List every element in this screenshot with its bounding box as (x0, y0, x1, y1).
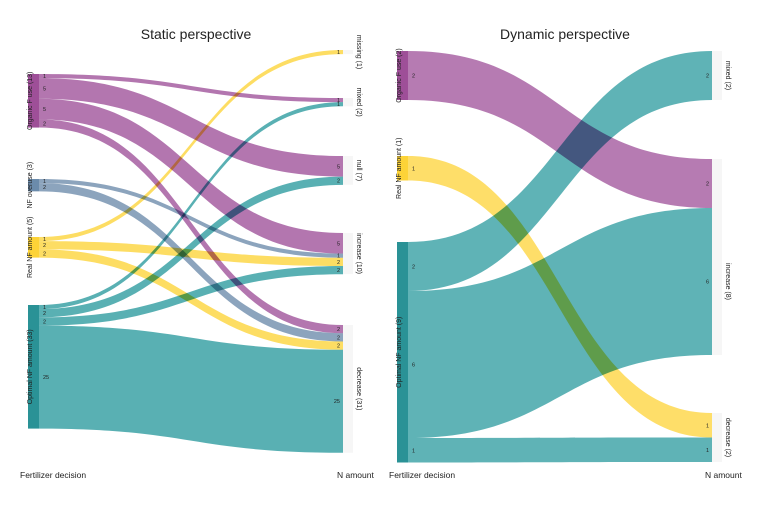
static-nodes: Organic F use (13) NF overuse (3) Real NF … (27, 35, 362, 453)
static-flow-real-to-increase (39, 241, 343, 266)
static-perspective-panel: Static perspective 115555221122112222112… (20, 26, 374, 480)
dynamic-target-node-mixed (712, 51, 722, 100)
static-target-label-missing: missing (1) (355, 35, 362, 69)
static-flow-real-to-missing (39, 50, 343, 242)
static-flow-value-source-4: 1 (43, 179, 46, 185)
dynamic-source-label-organic: Organic F use (2) (396, 48, 403, 102)
dynamic-flow-optimal-to-increase (408, 208, 712, 438)
dynamic-perspective-panel: Dynamic perspective 2 2 1 1 2 2 6 6 1 1 Organic F… (389, 26, 742, 480)
static-flow-value-target-3: 2 (337, 327, 340, 333)
static-flow-nf_overuse-to-increase (39, 179, 343, 258)
static-flow-organic-to-increase (39, 98, 343, 254)
dynamic-flow-value-source-0: 2 (412, 74, 415, 80)
dynamic-left-axis-label: Fertilizer decision (389, 470, 455, 480)
static-flow-value-source-10: 2 (43, 311, 46, 317)
static-flow-optimal-to-null (39, 176, 343, 318)
static-flow-value-target-10: 2 (337, 179, 340, 185)
static-flow-value-source-9: 1 (43, 305, 46, 311)
dynamic-flow-value-source-4: 1 (412, 448, 415, 454)
dynamic-nodes: Organic F use (2) Real NF amount (1) Optim… (396, 48, 731, 463)
static-left-axis-label: Fertilizer decision (20, 470, 86, 480)
dynamic-target-node-decrease (712, 413, 722, 462)
dynamic-source-label-optimal: Optimal NF amount (9) (396, 317, 403, 388)
static-target-label-increase: increase (10) (355, 233, 362, 274)
static-target-node-null (343, 156, 353, 185)
static-source-label-real: Real NF amount (5) (27, 217, 34, 278)
dynamic-flow-value-source-1: 1 (412, 166, 415, 172)
static-flow-value-target-6: 1 (337, 50, 340, 56)
static-flow-value-source-5: 2 (43, 185, 46, 191)
static-source-label-nf_overuse: NF overuse (3) (27, 162, 34, 209)
static-flow-nf_overuse-to-decrease (39, 183, 343, 342)
static-flow-value-target-8: 2 (337, 344, 340, 350)
static-flow-value-target-4: 1 (337, 254, 340, 260)
static-flow-optimal-to-decrease (39, 325, 343, 453)
static-flow-value-source-2: 5 (43, 107, 46, 113)
static-panel-title: Static perspective (141, 26, 252, 42)
dynamic-target-label-mixed: mixed (2) (724, 61, 731, 90)
static-flow-value-target-11: 2 (337, 268, 340, 274)
static-source-node-real (28, 237, 39, 258)
static-flow-value-source-12: 25 (43, 375, 49, 381)
static-source-node-nf_overuse (28, 179, 39, 192)
dynamic-panel-title: Dynamic perspective (500, 26, 630, 42)
dynamic-target-node-increase (712, 208, 722, 355)
static-source-node-organic (28, 74, 39, 128)
static-flow-value-source-0: 1 (43, 74, 46, 80)
static-flow-value-target-7: 2 (337, 260, 340, 266)
static-flow-value-target-0: 1 (337, 98, 340, 104)
dynamic-target-node-null (712, 159, 722, 208)
dynamic-flow-value-source-3: 6 (412, 363, 415, 369)
static-flow-organic-to-null (39, 78, 343, 177)
dynamic-source-node-optimal (397, 242, 408, 463)
static-target-label-null: null (7) (355, 160, 362, 181)
dynamic-target-label-increase: increase (8) (724, 263, 731, 300)
static-source-label-optimal: Optimal NF amount (33) (27, 329, 34, 404)
static-flow-value-target-1: 5 (337, 164, 340, 170)
static-target-label-decrease: decrease (31) (355, 367, 362, 410)
dynamic-flow-value-target-4: 1 (706, 448, 709, 454)
dynamic-flow-optimal-to-mixed (408, 51, 712, 291)
static-right-axis-label: N amount (337, 470, 374, 480)
static-source-label-organic: Organic F use (13) (27, 72, 34, 130)
static-target-node-increase (343, 233, 353, 275)
static-flow-value-source-8: 2 (43, 251, 46, 257)
static-flow-value-source-1: 5 (43, 86, 46, 92)
dynamic-right-axis-label: N amount (705, 470, 742, 480)
dynamic-flow-value-target-2: 2 (706, 74, 709, 80)
static-target-node-missing (343, 50, 353, 55)
dynamic-target-label-decrease: decrease (2) (724, 418, 731, 457)
dynamic-flow-value-source-2: 2 (412, 265, 415, 271)
dynamic-flow-optimal-to-decrease (408, 437, 712, 463)
static-source-node-optimal (28, 305, 39, 429)
static-flow-organic-to-mixed (39, 74, 343, 103)
static-flow-organic-to-decrease (39, 119, 343, 334)
static-target-node-decrease (343, 325, 353, 453)
static-flow-value-target-2: 5 (337, 241, 340, 247)
static-flow-optimal-to-mixed (39, 102, 343, 310)
static-flow-value-target-5: 2 (337, 335, 340, 341)
static-target-node-mixed (343, 98, 353, 107)
dynamic-flow-value-target-0: 2 (706, 182, 709, 188)
static-flow-value-target-9: 1 (337, 102, 340, 108)
static-flow-value-source-11: 2 (43, 319, 46, 325)
static-flow-value-target-12: 25 (334, 399, 340, 405)
dynamic-source-label-real: Real NF amount (1) (396, 138, 403, 199)
static-flow-value-source-6: 1 (43, 237, 46, 243)
static-flow-value-source-3: 2 (43, 121, 46, 127)
dynamic-flow-value-target-1: 1 (706, 423, 709, 429)
dynamic-flows: 2 2 1 1 2 2 6 6 1 1 (408, 51, 712, 463)
dynamic-flow-value-target-3: 6 (706, 280, 709, 286)
static-flow-optimal-to-increase (39, 265, 343, 326)
static-target-label-mixed: mixed (2) (355, 88, 362, 117)
dynamic-source-node-organic (397, 51, 408, 100)
dynamic-source-node-real (397, 156, 408, 181)
static-flow-value-source-7: 2 (43, 243, 46, 249)
dynamic-flow-organic-to-null (408, 51, 712, 208)
